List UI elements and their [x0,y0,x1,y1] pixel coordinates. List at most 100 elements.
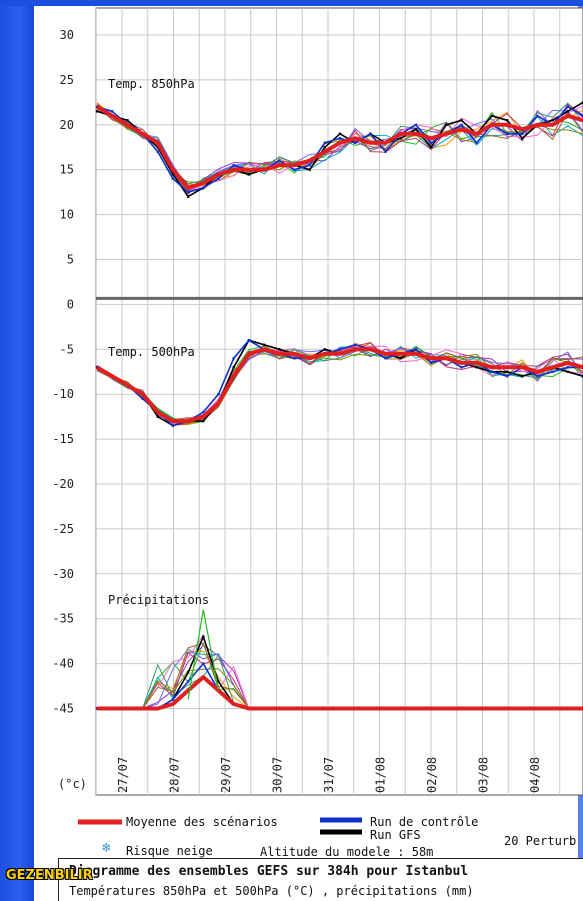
series-point [384,357,387,360]
series-point [202,186,205,189]
caption-title: Diagramme des ensembles GEFS sur 384h po… [69,864,469,879]
series-point [460,123,463,126]
caption-subtitle: Températures 850hPa et 500hPa (°C) , pré… [69,884,474,898]
series-point [186,671,190,674]
series-point [566,370,570,373]
series-point [551,370,554,373]
series-point [202,635,205,638]
y-tick-label: -15 [52,432,74,446]
x-tick-label: 04/08 [528,757,542,793]
series-point [293,168,296,171]
series-point [536,114,539,118]
y-tick-label: 30 [60,28,74,42]
series-point [505,375,509,378]
y-tick-label: -45 [52,702,74,716]
series-point [566,366,570,369]
series-point [551,119,554,122]
series-point [156,415,159,418]
series-mean-line [97,675,583,711]
series-point [171,177,175,180]
series-point [186,195,190,198]
series-point [95,366,99,369]
series-point [232,357,235,360]
x-tick-label: 29/07 [219,757,233,793]
series-point [141,397,144,400]
series-point [505,132,509,135]
series-point [202,410,205,414]
panel-title: Temp. 500hPa [108,345,195,359]
series-point [460,119,463,122]
top-frame [0,0,583,6]
series-point [338,348,342,351]
perturbation-line [96,103,583,192]
series-point [278,348,281,351]
series-point [490,114,494,118]
series-point [323,146,327,149]
y-tick-label: -40 [52,657,74,671]
series-point [202,419,205,423]
legend-mean-label: Moyenne des scénarios [126,815,278,829]
y-tick-label: 5 [67,253,74,267]
series-point [536,375,539,378]
y-tick-label: -20 [52,477,74,491]
y-tick-label: -35 [52,612,74,626]
y-tick-label: 15 [60,163,74,177]
series-point [156,146,159,149]
series-point [414,128,418,131]
series-point [581,114,583,118]
x-tick-label: 31/07 [322,757,336,793]
series-point [126,119,129,122]
y-tick-label: 10 [60,208,74,222]
series-point [262,343,266,347]
series-point [566,105,570,109]
series-point [581,375,583,378]
y-tick-label: -30 [52,567,74,581]
series-point [308,168,311,171]
x-tick-label: 03/08 [477,757,491,793]
chart-caption: Diagramme des ensembles GEFS sur 384h po… [58,858,583,901]
series-point [369,132,372,135]
series-point [353,141,357,144]
series-point [521,137,524,140]
series-point [429,146,433,149]
snowflake-icon: ❄ [102,840,111,856]
panel-title: Temp. 850hPa [108,77,195,91]
series-point [95,110,99,113]
series-point [232,366,235,369]
series-point [323,348,327,351]
x-tick-label: 01/08 [374,757,388,793]
series-point [278,159,281,162]
series-point [445,123,448,126]
legend-altitude-label: Altitude du modele : 58m [260,845,434,859]
series-point [247,339,251,342]
series-point [171,424,175,427]
series-point [156,150,159,153]
series-point [399,137,402,140]
series-point [217,680,220,683]
y-axis-label: (°c) [58,777,87,791]
series-point [414,123,418,126]
series-mean-line [95,347,583,424]
series-point [521,375,524,378]
series-point [429,361,433,364]
series-point [581,101,583,104]
y-tick-label: -10 [52,387,74,401]
series-point [171,172,175,176]
y-tick-label: -25 [52,522,74,536]
legend-control-label: Run de contrôle [370,815,479,829]
series-point [566,110,570,113]
x-tick-label: 02/08 [425,757,439,793]
series-point [202,662,205,665]
x-tick-label: 27/07 [116,757,130,793]
series-point [353,343,357,347]
series-point [384,150,387,153]
y-tick-label: 0 [67,297,74,311]
series-point [338,132,342,135]
series-point [460,366,463,369]
series-point [429,141,433,144]
y-tick-label: 20 [60,118,74,132]
series-point [475,141,478,144]
series-point [475,366,478,369]
series-point [110,110,114,113]
